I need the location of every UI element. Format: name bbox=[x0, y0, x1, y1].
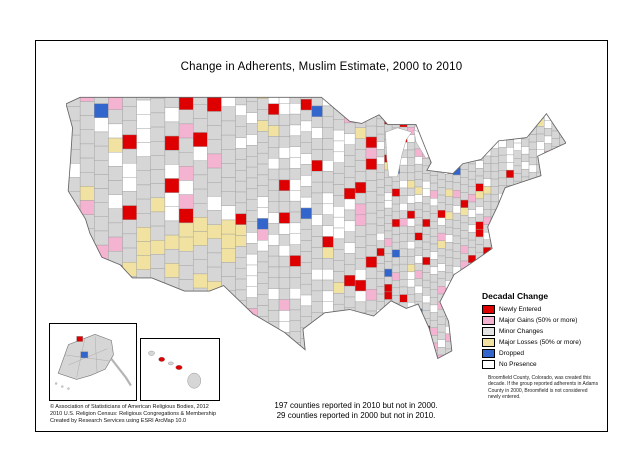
legend-swatch-no-presence bbox=[482, 359, 495, 369]
legend-swatch-dropped bbox=[482, 348, 495, 358]
legend-item-major-losses: Major Losses (50% or more) bbox=[482, 337, 604, 347]
credit-line-1: © Association of Statisticians of Americ… bbox=[50, 404, 209, 410]
legend-swatch-minor-changes bbox=[482, 326, 495, 336]
credits: © Association of Statisticians of Americ… bbox=[50, 404, 310, 425]
alaska-panhandle bbox=[110, 358, 132, 387]
hawaii-newly-island-2 bbox=[175, 365, 183, 370]
credit-line-2: 2010 U.S. Religion Census: Religious Con… bbox=[50, 410, 217, 417]
broomfield-note: Broomfield County, Colorado, was created… bbox=[488, 375, 599, 400]
us-outline bbox=[66, 96, 566, 360]
alaska-dropped-county bbox=[80, 351, 89, 359]
legend-swatch-newly-entered bbox=[482, 304, 495, 314]
count-line-2: 29 counties reported in 2000 but not in … bbox=[276, 411, 436, 421]
legend-label-minor-changes: Minor Changes bbox=[499, 327, 544, 335]
legend-swatch-major-gains bbox=[482, 315, 495, 325]
legend-item-no-presence: No Presence bbox=[482, 359, 604, 369]
legend-label-newly-entered: Newly Entered bbox=[499, 305, 542, 313]
hawaii-inset bbox=[140, 338, 220, 401]
legend-item-minor-changes: Minor Changes bbox=[482, 326, 604, 336]
legend-item-major-gains: Major Gains (50% or more) bbox=[482, 315, 604, 325]
legend-item-newly-entered: Newly Entered bbox=[482, 304, 604, 314]
legend-label-major-gains: Major Gains (50% or more) bbox=[499, 316, 578, 324]
lake-michigan bbox=[385, 127, 413, 177]
legend-label-major-losses: Major Losses (50% or more) bbox=[499, 338, 581, 346]
alaska-inset bbox=[49, 323, 137, 401]
us-map bbox=[66, 96, 566, 360]
map-frame: Change in Adherents, Muslim Estimate, 20… bbox=[35, 40, 608, 432]
legend-label-dropped: Dropped bbox=[499, 349, 524, 357]
count-line-1: 197 counties reported in 2010 but not in… bbox=[274, 401, 438, 410]
legend-label-no-presence: No Presence bbox=[499, 360, 537, 368]
hawaii-map bbox=[148, 350, 202, 389]
legend: Decadal Change Newly Entered Major Gains… bbox=[482, 291, 604, 371]
alaska-map bbox=[54, 334, 132, 390]
legend-title: Decadal Change bbox=[482, 291, 549, 301]
legend-swatch-major-losses bbox=[482, 337, 495, 347]
hawaii-newly-island-1 bbox=[158, 356, 165, 362]
map-title: Change in Adherents, Muslim Estimate, 20… bbox=[180, 61, 463, 73]
credit-line-3: Created by Research Services using ESRI … bbox=[50, 417, 187, 424]
legend-item-dropped: Dropped bbox=[482, 348, 604, 358]
county-counts: 197 counties reported in 2010 but not in… bbox=[156, 401, 556, 422]
alaska-newly-county bbox=[76, 336, 83, 342]
